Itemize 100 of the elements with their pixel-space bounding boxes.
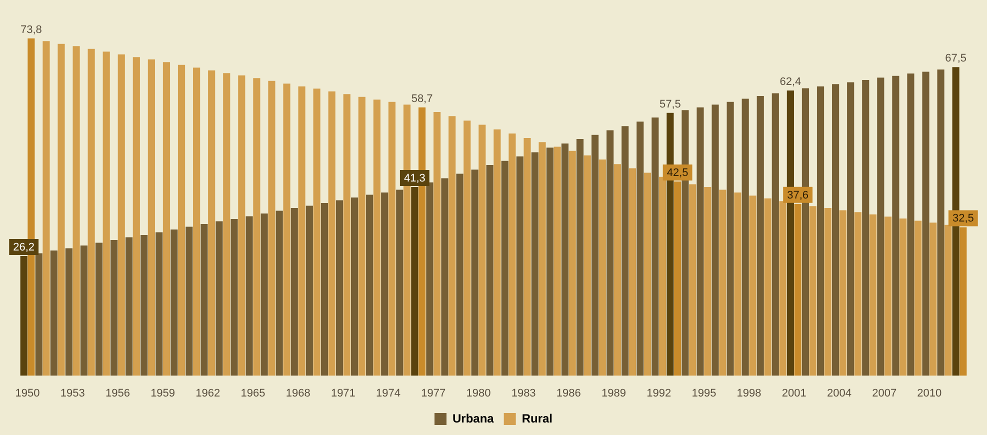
bar (448, 116, 456, 376)
bar (358, 96, 366, 376)
x-tick-label: 1992 (646, 387, 672, 400)
bar (892, 76, 900, 376)
bar (162, 62, 170, 376)
bar (200, 224, 208, 376)
bar (839, 210, 846, 376)
data-label: 73,8 (20, 24, 42, 36)
bar (193, 68, 200, 376)
bar (622, 126, 629, 376)
bar (320, 202, 328, 376)
bar (816, 86, 824, 376)
bar (50, 250, 58, 376)
legend-label: Rural (522, 411, 553, 426)
x-tick-label: 1968 (286, 387, 310, 400)
bar (922, 72, 930, 376)
x-tick-label: 1980 (466, 387, 491, 400)
bar (832, 84, 840, 376)
data-label: 42,5 (666, 167, 688, 179)
bar (779, 201, 786, 376)
bar (290, 208, 298, 376)
x-tick-label: 1983 (511, 387, 536, 400)
bar (456, 174, 464, 376)
data-label: 67,5 (945, 52, 967, 65)
bar (178, 64, 186, 376)
bar (749, 196, 756, 376)
bar (426, 182, 434, 376)
bar (628, 168, 636, 376)
bar (658, 176, 666, 376)
x-tick-label: 1998 (736, 387, 762, 400)
bar (568, 150, 576, 376)
bar (95, 242, 103, 376)
bar (464, 120, 471, 376)
x-tick-label: 1974 (376, 387, 401, 400)
bar (742, 98, 749, 376)
bar (756, 96, 764, 376)
data-label: 58,7 (411, 92, 433, 105)
bar (554, 146, 561, 376)
bar (42, 41, 50, 376)
bar (478, 124, 486, 376)
x-tick-label: 1950 (15, 387, 40, 400)
bar (726, 102, 734, 376)
bar (283, 84, 290, 376)
data-label: 41,3 (404, 172, 426, 184)
bar (102, 52, 110, 376)
data-label: 62,4 (780, 76, 802, 88)
x-tick-label: 1962 (196, 387, 220, 400)
bar (110, 240, 118, 376)
bar (58, 44, 65, 376)
bar (652, 117, 659, 376)
bar (884, 216, 892, 376)
bar (88, 48, 95, 376)
bar (644, 172, 652, 376)
bar (614, 164, 621, 376)
x-tick-label: 1986 (556, 387, 581, 400)
x-tick-label: 1953 (60, 387, 85, 400)
bar (944, 224, 952, 376)
bar (230, 218, 238, 376)
bar (606, 130, 614, 376)
bar (246, 216, 253, 376)
data-label: 57,5 (659, 98, 681, 110)
bar (719, 190, 726, 376)
bar (584, 155, 591, 376)
bar (373, 100, 380, 376)
bar (441, 178, 448, 376)
bar (140, 234, 148, 376)
bar (914, 220, 922, 376)
x-tick-label: 1989 (602, 387, 626, 400)
bar (592, 134, 599, 376)
bar (328, 91, 336, 376)
bar (930, 222, 937, 376)
x-tick-label: 2004 (826, 387, 852, 400)
x-tick-label: 1977 (421, 387, 446, 400)
bar (216, 221, 223, 376)
bar (80, 245, 88, 376)
bar (847, 82, 854, 376)
bar (900, 218, 907, 376)
bar (223, 73, 230, 376)
bar (862, 80, 870, 376)
bar (434, 112, 441, 376)
bar (366, 194, 374, 376)
x-tick-label: 1971 (330, 387, 356, 400)
bar (35, 253, 42, 376)
bar (276, 210, 283, 376)
bar (126, 237, 133, 376)
bar (336, 200, 344, 376)
bar (486, 165, 494, 376)
bar (712, 104, 719, 376)
bar (65, 248, 72, 376)
bar (238, 75, 246, 376)
data-label: 37,6 (787, 189, 809, 202)
bar (877, 78, 884, 376)
bar (869, 214, 877, 376)
bar (508, 133, 516, 376)
bar (907, 74, 914, 376)
x-tick-label: 1959 (150, 387, 176, 400)
data-label: 26,2 (13, 242, 35, 254)
bar (576, 138, 584, 376)
x-tick-label: 1965 (240, 387, 266, 400)
bar (636, 122, 644, 376)
